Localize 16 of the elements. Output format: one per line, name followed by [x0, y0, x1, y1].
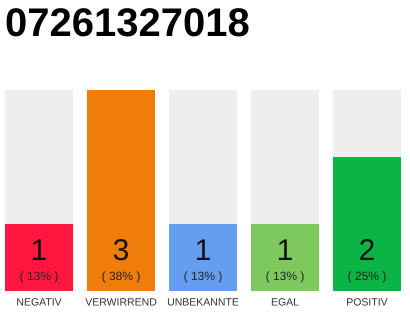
- data-label: 1: [276, 234, 294, 267]
- x-tick-label: EGAL: [270, 296, 300, 308]
- x-tick-label: UNBEKANNTE: [167, 296, 239, 308]
- chart-title: 07261327018: [5, 1, 250, 45]
- annotation: ( 25% ): [348, 269, 386, 283]
- data-label: 3: [112, 234, 130, 267]
- annotation: ( 13% ): [184, 269, 222, 283]
- annotation: ( 13% ): [266, 269, 304, 283]
- data-label: 2: [358, 234, 376, 267]
- x-tick-label: POSITIV: [346, 296, 388, 308]
- data-label: 1: [194, 234, 212, 267]
- annotation: ( 13% ): [20, 269, 58, 283]
- annotation: ( 38% ): [102, 269, 140, 283]
- x-tick-label: NEGATIV: [16, 296, 62, 308]
- x-tick-label: VERWIRREND: [85, 296, 158, 308]
- data-label: 1: [30, 234, 48, 267]
